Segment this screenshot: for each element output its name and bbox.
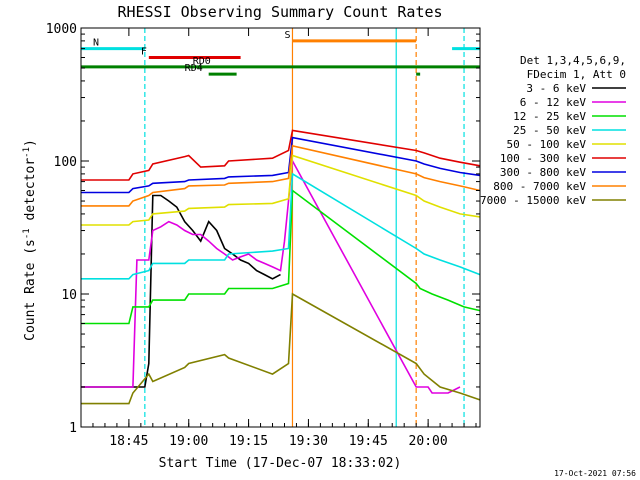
plot-background <box>81 28 480 427</box>
flag-label-n: N <box>93 38 99 49</box>
series-lines <box>81 129 481 405</box>
x-tick-label: 19:00 <box>169 434 208 449</box>
y-tick-label: 1 <box>69 421 77 436</box>
x-tick-label: 18:45 <box>109 434 148 449</box>
axes: 18:45 19:00 19:15 19:30 19:45 20:00 1 10 100 1000 <box>46 22 481 449</box>
y-tick-label: 1000 <box>46 22 77 37</box>
series-line-1 <box>81 158 461 394</box>
x-tick-label: 19:45 <box>349 434 388 449</box>
plot-frame <box>80 27 481 428</box>
series-line-8 <box>81 292 481 405</box>
x-tick-label: 19:30 <box>289 434 328 449</box>
plot-area <box>81 28 480 427</box>
legend-header-line1: Det 1,3,4,5,6,9, <box>520 54 626 67</box>
x-axis-label: Start Time (17-Dec-07 18:33:02) <box>159 456 402 471</box>
legend-label-7: 800 - 7000 keV <box>493 180 586 193</box>
series-line-5 <box>81 129 481 181</box>
legend-label-3: 25 - 50 keV <box>513 124 586 137</box>
flag-label-s: S <box>284 30 290 41</box>
x-tick-label: 20:00 <box>409 434 448 449</box>
legend-header-line2: FDecim 1, Att 0 <box>527 68 626 81</box>
legend-label-6: 300 - 800 keV <box>500 166 586 179</box>
legend-label-5: 100 - 300 keV <box>500 152 586 165</box>
series-line-7 <box>81 144 481 207</box>
x-tick-label: 19:15 <box>229 434 268 449</box>
legend-label-4: 50 - 100 keV <box>507 138 587 151</box>
series-line-3 <box>81 172 481 280</box>
flag-label-f: F <box>141 47 147 58</box>
flag-label-rd0: RD0 <box>193 56 211 67</box>
y-axis-label-part3: ) <box>23 139 38 147</box>
footer-timestamp: 17-Oct-2021 07:56 <box>554 469 636 478</box>
y-axis-label-part2: detector <box>23 158 38 229</box>
series-line-2 <box>81 188 481 325</box>
flag-label-rd4: RD4 <box>185 63 203 74</box>
legend-label-2: 12 - 25 keV <box>513 110 586 123</box>
legend-label-1: 6 - 12 keV <box>520 96 587 109</box>
chart-title: RHESSI Observing Summary Count Rates <box>117 3 442 21</box>
y-tick-label: 100 <box>54 155 77 170</box>
y-axis-label-part1: Count Rate (s <box>23 239 38 341</box>
y-axis-label: Count Rate (s-1 detector-1) <box>22 139 38 341</box>
legend-label-8: 7000 - 15000 keV <box>480 194 586 207</box>
series-line-4 <box>81 154 481 226</box>
y-tick-label: 10 <box>61 288 77 303</box>
y-axis-label-sup1: -1 <box>22 228 32 239</box>
series-line-6 <box>81 136 481 194</box>
vertical-markers <box>144 28 465 427</box>
y-axis-label-sup2: -1 <box>22 147 32 158</box>
legend-label-0: 3 - 6 keV <box>526 82 586 95</box>
legend: Det 1,3,4,5,6,9, FDecim 1, Att 0 3 - 6 k… <box>480 54 626 207</box>
series-line-0 <box>81 194 281 388</box>
